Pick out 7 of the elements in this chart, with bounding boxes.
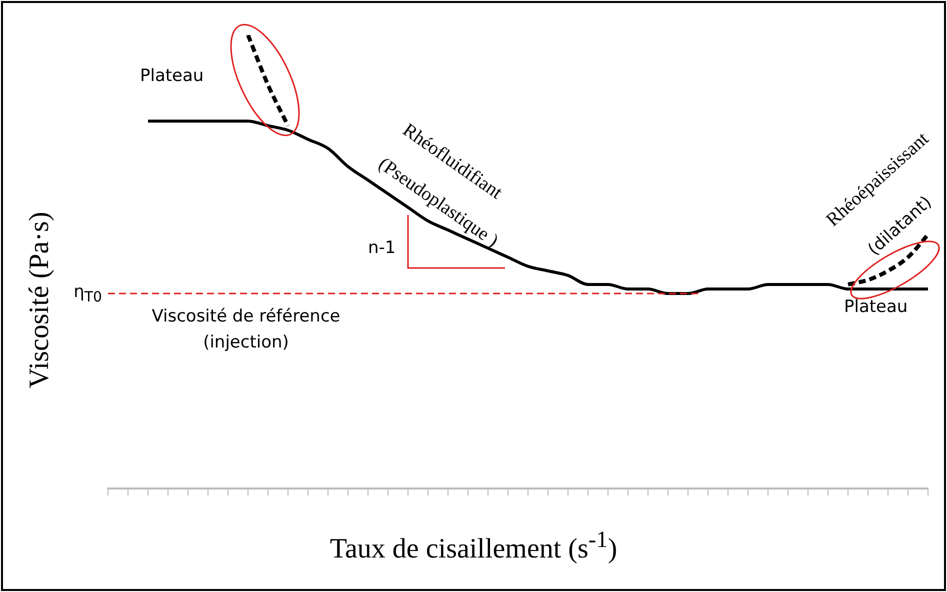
annotation: Viscosité de référence (injection)	[150, 305, 342, 355]
annotation: Plateau	[140, 66, 204, 86]
annotation: Plateau	[844, 297, 908, 318]
y-axis-title: Viscosité (Pa·s)	[24, 212, 56, 388]
annotation: n-1	[368, 238, 396, 258]
ref-line-label: η$_{T0}$	[74, 282, 102, 305]
x-axis-title: Taux de cisaillement (s$^{-1}$)	[328, 527, 618, 566]
